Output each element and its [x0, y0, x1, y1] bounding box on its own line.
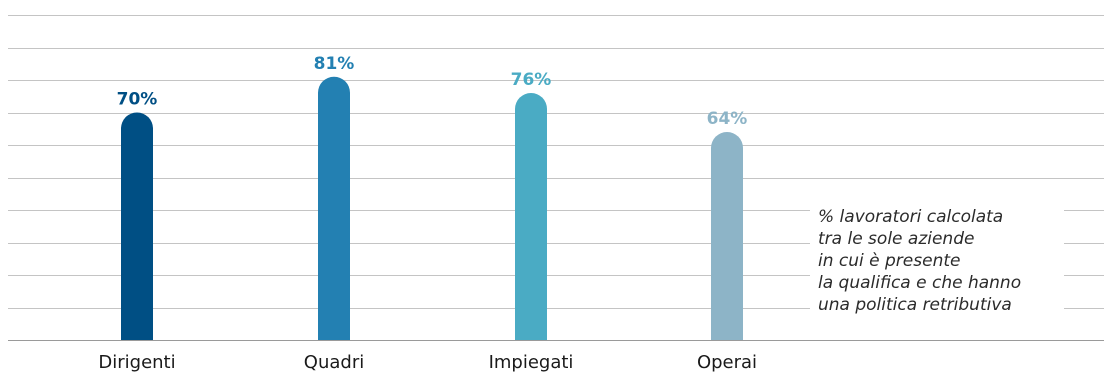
- value-label-dirigenti: 70%: [117, 90, 158, 110]
- category-label-impiegati: Impiegati: [489, 352, 574, 372]
- category-label-operai: Operai: [697, 352, 757, 372]
- bar-operai: [711, 132, 743, 340]
- value-label-operai: 64%: [707, 109, 748, 129]
- value-label-quadri: 81%: [314, 54, 355, 74]
- footnote-line-5: una politica retributiva: [818, 295, 1012, 315]
- value-label-impiegati: 76%: [511, 70, 552, 90]
- bar-quadri: [318, 76, 350, 340]
- footnote-line-4: la qualifica e che hanno: [818, 273, 1022, 293]
- bar-impiegati: [515, 93, 547, 340]
- chart-footnote: % lavoratori calcolata tra le sole azien…: [810, 206, 1064, 316]
- footnote-line-3: in cui è presente: [818, 251, 961, 271]
- category-label-dirigenti: Dirigenti: [98, 352, 175, 372]
- bar-dirigenti: [121, 112, 153, 340]
- footnote-line-2: tra le sole aziende: [818, 229, 975, 249]
- category-label-quadri: Quadri: [304, 352, 364, 372]
- footnote-line-1: % lavoratori calcolata: [818, 207, 1004, 227]
